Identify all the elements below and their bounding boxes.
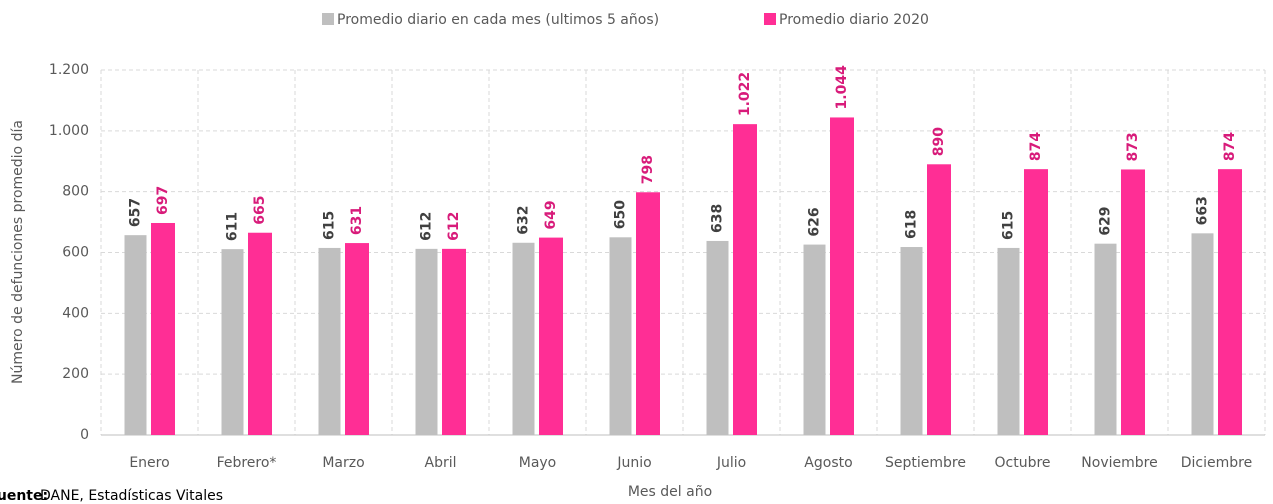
data-label: 697: [155, 186, 171, 215]
x-tick-label: Noviembre: [1081, 455, 1157, 471]
y-tick-label: 600: [62, 245, 89, 261]
bar: [803, 244, 826, 435]
legend-swatch: [322, 13, 334, 25]
data-label: 650: [613, 200, 629, 229]
data-label: 657: [128, 198, 144, 227]
bar: [900, 247, 923, 435]
y-tick-label: 0: [80, 427, 89, 443]
bar: [1121, 169, 1145, 435]
bar: [415, 248, 438, 435]
bar: [997, 247, 1020, 435]
bar: [318, 247, 341, 435]
x-tick-label: Junio: [616, 455, 651, 471]
x-tick-label: Diciembre: [1181, 455, 1252, 471]
data-label: 612: [419, 212, 435, 241]
x-tick-label: Mayo: [519, 455, 557, 471]
x-tick-label: Marzo: [322, 455, 364, 471]
bar: [151, 222, 175, 435]
data-label: 632: [516, 206, 532, 235]
data-label: 629: [1098, 206, 1114, 235]
data-label: 1.044: [834, 65, 850, 110]
bar: [927, 164, 951, 435]
bar: [345, 243, 369, 435]
source-label: Fuente:: [0, 488, 48, 504]
data-label: 615: [322, 211, 338, 240]
bar: [830, 117, 854, 435]
data-label: 874: [1028, 132, 1044, 161]
data-label: 1.022: [737, 72, 753, 116]
source-text: DANE, Estadísticas Vitales: [40, 488, 223, 504]
bar: [512, 242, 535, 435]
bar: [442, 248, 466, 435]
data-label: 663: [1195, 196, 1211, 225]
data-label: 873: [1125, 132, 1141, 161]
x-tick-label: Febrero*: [217, 455, 277, 471]
x-tick-label: Septiembre: [885, 455, 966, 471]
y-tick-label: 800: [62, 184, 89, 200]
bar: [1191, 233, 1214, 435]
bar: [221, 249, 244, 435]
data-label: 612: [446, 212, 462, 241]
x-tick-label: Octubre: [994, 455, 1050, 471]
y-tick-label: 400: [62, 305, 89, 321]
bar: [609, 237, 632, 435]
bar: [248, 232, 272, 435]
bar: [1094, 243, 1117, 435]
data-label: 665: [252, 195, 268, 224]
legend-swatch: [764, 13, 776, 25]
data-label: 615: [1001, 211, 1017, 240]
y-tick-label: 1.200: [49, 62, 89, 78]
bar: [1024, 169, 1048, 436]
bar: [1218, 169, 1242, 436]
data-label: 618: [904, 210, 920, 239]
bar: [706, 240, 729, 435]
x-tick-label: Julio: [716, 455, 746, 471]
data-label: 798: [640, 155, 656, 184]
legend-label: Promedio diario 2020: [779, 12, 929, 28]
data-label: 631: [349, 206, 365, 235]
bar: [733, 124, 757, 436]
x-tick-label: Agosto: [804, 455, 852, 471]
bar: [539, 237, 563, 435]
y-axis-title: Número de defunciones promedio día: [10, 120, 26, 384]
data-label: 638: [710, 204, 726, 233]
x-tick-label: Abril: [425, 455, 457, 471]
y-tick-label: 1.000: [49, 123, 89, 139]
data-label: 649: [543, 200, 559, 229]
data-label: 626: [807, 207, 823, 236]
data-label: 611: [225, 212, 241, 241]
data-label: 890: [931, 127, 947, 156]
x-tick-label: Enero: [129, 455, 169, 471]
x-axis-title: Mes del año: [628, 484, 712, 500]
bar: [636, 192, 660, 435]
y-tick-label: 200: [62, 366, 89, 382]
bar: [124, 235, 147, 435]
data-label: 874: [1222, 132, 1238, 161]
legend-label: Promedio diario en cada mes (ultimos 5 a…: [337, 12, 659, 28]
